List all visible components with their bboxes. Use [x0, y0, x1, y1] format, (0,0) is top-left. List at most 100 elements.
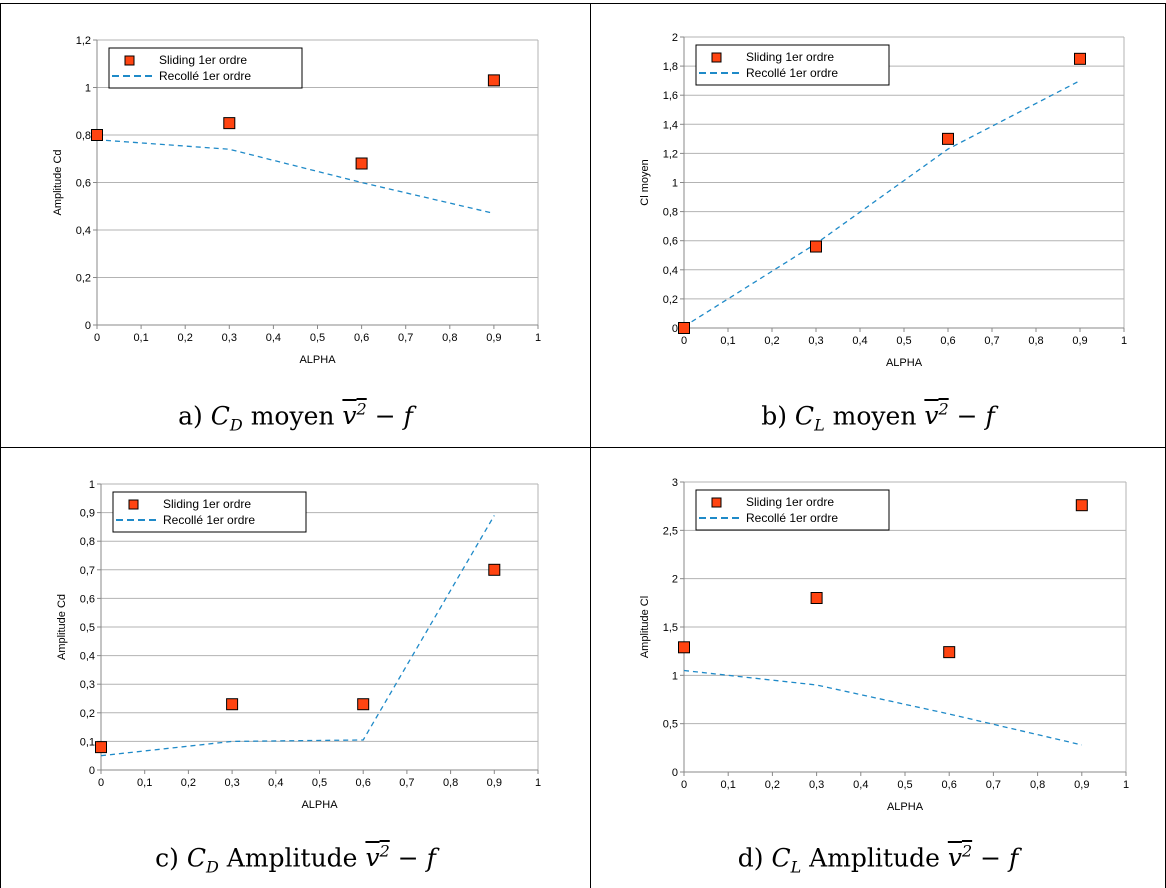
data-point-sliding [1074, 52, 1086, 65]
caption-c: c) CD Amplitude v2 − f [1, 842, 590, 876]
y-tick-label: 0,3 [80, 679, 95, 691]
y-tick-label: 1 [89, 479, 95, 491]
y-tick-label: 0,2 [76, 273, 91, 285]
y-tick-label: 0,8 [76, 130, 91, 142]
x-tick-label: 0,1 [720, 335, 735, 347]
y-tick-label: 0,6 [76, 178, 91, 190]
data-point-sliding [91, 129, 103, 141]
caption-word: moyen [832, 401, 917, 431]
y-tick-label: 0,2 [663, 294, 678, 306]
caption-expr: v2 [365, 842, 390, 873]
legend-box [108, 47, 303, 89]
y-tick-label: 1,6 [663, 90, 678, 102]
legend-box [112, 491, 307, 533]
x-tick-label: 0,3 [224, 777, 239, 789]
chart-c: 0 0,1 0,2 0,3 0,4 0,5 0,6 0,7 0,8 0,9 1 0 0,1 0,2 0,3 0… [56, 479, 541, 811]
y-tick-label: 1,2 [76, 35, 91, 47]
caption-var: C [186, 843, 206, 873]
x-tick-label: 0,1 [133, 332, 148, 344]
data-point-sliding [943, 646, 956, 659]
caption-b: b) CL moyen v2 − f [591, 400, 1165, 434]
data-point-sliding [942, 132, 954, 145]
x-tick-label: 0,6 [356, 777, 371, 789]
legend-box [695, 489, 890, 531]
caption-d: d) CL Amplitude v2 − f [591, 842, 1165, 876]
legend-label: Sliding 1er ordre [163, 497, 251, 511]
caption-var: C [794, 401, 815, 431]
data-point-sliding [226, 698, 239, 711]
x-tick-label: 0,4 [853, 779, 868, 791]
legend-label: Recollé 1er ordre [163, 513, 255, 527]
y-tick-label: 0,8 [663, 207, 678, 219]
y-tick-label: 0,5 [663, 719, 678, 731]
x-tick-label: 0,2 [181, 777, 196, 789]
x-tick-label: 0,3 [222, 332, 237, 344]
data-point-sliding [678, 641, 690, 654]
y-axis-label: Amplitude Cl [639, 596, 651, 658]
y-tick-label: 3 [672, 477, 678, 489]
chart-b: 0 0,2 0,4 0,6 0,8 1 1,2 1,4 1,6 1,8 2 0 0,1 0,2 0,3 0,4… [639, 32, 1127, 369]
y-tick-label: 1,5 [663, 622, 678, 634]
data-point-sliding [223, 117, 236, 130]
y-tick-label: 0 [85, 320, 91, 332]
x-tick-label: 0,5 [312, 777, 327, 789]
caption-expr: v2 [924, 400, 949, 431]
legend-label: Sliding 1er ordre [746, 495, 834, 509]
caption-prefix: a) [178, 401, 203, 431]
y-tick-label: 0,9 [80, 508, 95, 520]
x-tick-label: 0,7 [399, 777, 414, 789]
chart-d: 0 0,5 1 1,5 2 2,5 3 0 0,1 0,2 0,3 0,4 0,5 0,6 0,7 0,8 0,… [639, 477, 1129, 813]
data-point-sliding [810, 592, 823, 604]
data-point-sliding [95, 741, 107, 754]
x-tick-label: 0,6 [354, 332, 369, 344]
caption-var: C [210, 401, 230, 431]
x-tick-label: 0,4 [266, 332, 281, 344]
x-tick-label: 0,2 [764, 335, 779, 347]
y-tick-label: 0,4 [663, 265, 678, 277]
y-tick-label: 0 [89, 765, 95, 777]
x-tick-label: 0,6 [942, 779, 957, 791]
x-tick-label: 1 [1123, 779, 1129, 791]
y-axis-label: Cl moyen [639, 159, 651, 205]
x-axis-label: ALPHA [886, 357, 923, 369]
grid-center-divider [590, 3, 591, 888]
y-tick-label: 1 [672, 178, 678, 190]
x-tick-label: 0,9 [486, 332, 501, 344]
y-tick-label: 0,6 [80, 593, 95, 605]
caption-word: moyen [250, 401, 335, 431]
caption-expr: v2 [342, 400, 367, 431]
x-tick-label: 1 [535, 777, 541, 789]
caption-var: C [771, 843, 791, 873]
x-tick-label: 0 [681, 779, 687, 791]
x-tick-label: 0,5 [897, 779, 912, 791]
y-tick-label: 2 [672, 574, 678, 586]
caption-prefix: d) [737, 843, 764, 873]
data-point-sliding [357, 698, 370, 711]
y-tick-label: 1 [672, 670, 678, 682]
legend-marker-sliding [124, 55, 135, 66]
x-tick-label: 0,4 [268, 777, 283, 789]
x-tick-label: 0,5 [896, 335, 911, 347]
legend-label: Recollé 1er ordre [159, 69, 251, 83]
panel-b: 0 0,2 0,4 0,6 0,8 1 1,2 1,4 1,6 1,8 2 0 0,1 0,2 0,3 0,4… [591, 4, 1165, 447]
caption-sub: L [814, 415, 825, 435]
x-axis-label: ALPHA [299, 354, 336, 366]
x-tick-label: 0,8 [1030, 779, 1045, 791]
x-tick-label: 0,7 [986, 779, 1001, 791]
caption-sub: D [229, 415, 243, 435]
legend-label: Sliding 1er ordre [746, 50, 834, 64]
y-tick-label: 0,2 [80, 708, 95, 720]
y-tick-label: 1,8 [663, 61, 678, 73]
caption-sub: D [206, 857, 219, 877]
x-tick-label: 0,2 [178, 332, 193, 344]
x-tick-label: 0 [98, 777, 104, 789]
y-tick-label: 0,8 [80, 536, 95, 548]
x-tick-label: 0,9 [487, 777, 502, 789]
data-point-sliding [487, 74, 500, 87]
y-tick-label: 0,6 [663, 236, 678, 248]
grid-top-border [0, 3, 1166, 4]
x-tick-label: 0,8 [442, 332, 457, 344]
x-tick-label: 0,6 [940, 335, 955, 347]
x-tick-label: 0,7 [398, 332, 413, 344]
x-axis-label: ALPHA [887, 801, 924, 813]
